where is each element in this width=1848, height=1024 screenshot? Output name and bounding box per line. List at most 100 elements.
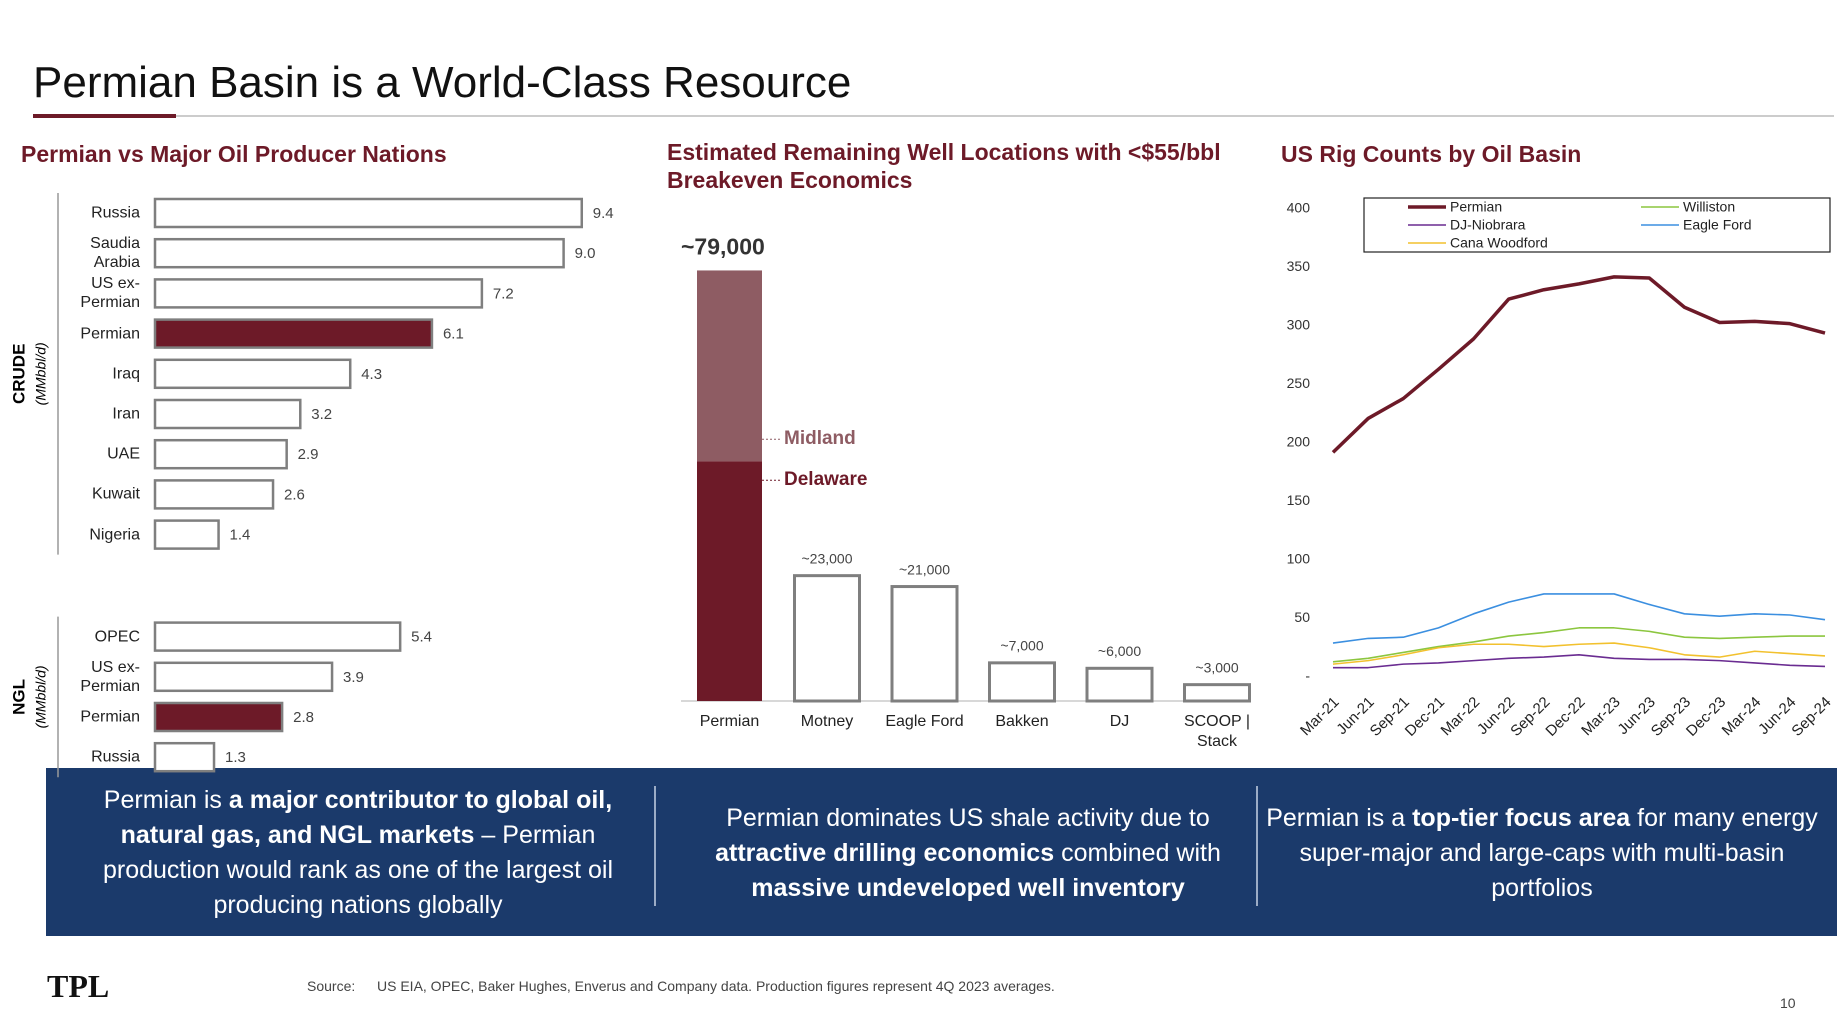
series-line (1332, 627, 1825, 663)
bar (153, 438, 288, 470)
category-label: US ex-Permian (80, 658, 140, 695)
category-label: Eagle Ford (885, 713, 964, 730)
category-label: US ex-Permian (80, 275, 140, 312)
source-label: Source: (307, 978, 356, 994)
x-tick-label: Sep-24 (1788, 694, 1834, 740)
legend-label: Permian (1450, 199, 1502, 215)
value-label: 2.9 (298, 446, 319, 463)
x-tick-label: Dec-22 (1542, 694, 1588, 740)
value-label: 3.2 (311, 406, 332, 423)
x-tick-label: Mar-22 (1438, 694, 1484, 740)
bar (153, 621, 402, 652)
bar-segment (697, 270, 762, 462)
callout-text: Permian dominates US shale activity due … (690, 801, 1246, 906)
emphasis: attractive drilling economics (715, 838, 1055, 867)
chart-title: Estimated Remaining Well Locations with … (667, 139, 1221, 193)
category-label: Permian (699, 713, 760, 730)
x-tick-label: Mar-24 (1719, 694, 1765, 740)
y-tick-label: 200 (1287, 434, 1311, 450)
page-number: 10 (1780, 995, 1796, 1011)
series-line (1333, 653, 1826, 669)
x-tick-label: Mar-21 (1297, 694, 1343, 740)
category-label: Russia (91, 748, 140, 766)
emphasis: a major contributor to global oil, natur… (120, 786, 613, 849)
bar (1085, 666, 1154, 703)
legend-label: DJ-Niobrara (1450, 217, 1526, 233)
value-label: ~3,000 (1195, 659, 1238, 675)
callout: Permian is a major contributor to global… (84, 778, 632, 928)
category-label: Motney (800, 713, 854, 730)
bar (890, 585, 959, 703)
callout: Permian dominates US shale activity due … (690, 778, 1246, 928)
value-label: 2.8 (293, 709, 314, 726)
group-unit: (MMbbl/d) (33, 342, 49, 405)
bar (153, 318, 434, 349)
y-tick-label: 150 (1287, 492, 1311, 508)
chart-title: US Rig Counts by Oil Basin (1281, 141, 1582, 167)
category-label: Bakken (995, 713, 1049, 730)
category-label: DJ (1109, 713, 1130, 730)
y-tick-label: 400 (1287, 200, 1311, 216)
value-label: ~7,000 (1000, 638, 1043, 654)
legend-label: Williston (1683, 199, 1735, 215)
value-label: 5.4 (411, 629, 432, 646)
logo: TPL (47, 968, 110, 1004)
callout-text: Permian is a top-tier focus area for man… (1263, 801, 1821, 906)
value-label: 1.3 (225, 749, 246, 766)
y-tick-label: 50 (1294, 609, 1310, 625)
category-label: Saudia Arabia (90, 235, 140, 272)
x-tick-label: Mar-23 (1578, 694, 1624, 740)
page-title: Permian Basin is a World-Class Resource (33, 58, 852, 107)
text-run: combined with (1054, 838, 1221, 867)
y-tick-label: 100 (1287, 551, 1311, 567)
bar (153, 519, 220, 550)
series-line (1331, 275, 1826, 454)
value-label: 9.0 (575, 245, 596, 262)
bar (153, 197, 584, 229)
category-label: Russia (91, 204, 140, 222)
emphasis: top-tier focus area (1412, 803, 1631, 832)
callout-band (46, 768, 1837, 936)
value-label: ~23,000 (802, 550, 853, 566)
callout-text: Permian is a major contributor to global… (84, 783, 632, 923)
bar (153, 398, 302, 430)
series-line (1332, 642, 1826, 665)
bar (153, 701, 284, 733)
callout: Permian is a top-tier focus area for man… (1263, 778, 1821, 928)
category-label: OPEC (94, 628, 140, 646)
bar (153, 661, 334, 693)
bar (1183, 683, 1251, 703)
value-label: 2.6 (284, 486, 305, 503)
bar (153, 741, 216, 773)
text-run: Permian is a (1266, 803, 1413, 832)
bar (153, 479, 275, 510)
category-label: Permian (80, 708, 140, 726)
bar (153, 278, 484, 309)
value-label: 9.4 (593, 205, 614, 222)
chart-title: Permian vs Major Oil Producer Nations (21, 141, 447, 167)
x-tick-label: Dec-21 (1402, 694, 1448, 740)
bar (793, 574, 861, 703)
x-tick-label: Dec-23 (1683, 694, 1729, 740)
legend-label: Eagle Ford (1683, 217, 1751, 233)
legend-label: Cana Woodford (1450, 235, 1548, 251)
value-label: 7.2 (493, 285, 514, 302)
group-label: NGL (9, 679, 28, 715)
category-label: Kuwait (91, 485, 140, 503)
value-label: 6.1 (443, 326, 464, 343)
text-run: Permian is (103, 786, 229, 814)
category-label: Iran (112, 405, 140, 423)
emphasis: massive undeveloped well inventory (751, 873, 1185, 902)
text-run: – Permian production would rank as one o… (102, 821, 614, 919)
bar (153, 237, 565, 269)
value-label: ~21,000 (899, 561, 950, 577)
category-label: Iraq (112, 365, 140, 383)
bar-segment (697, 461, 762, 701)
value-label: 3.9 (343, 669, 364, 686)
series-line (1332, 593, 1826, 644)
segment-label: Delaware (784, 469, 867, 490)
group-unit: (MMbbl/d) (33, 665, 49, 728)
text-run: Permian dominates US shale activity due … (726, 803, 1210, 832)
